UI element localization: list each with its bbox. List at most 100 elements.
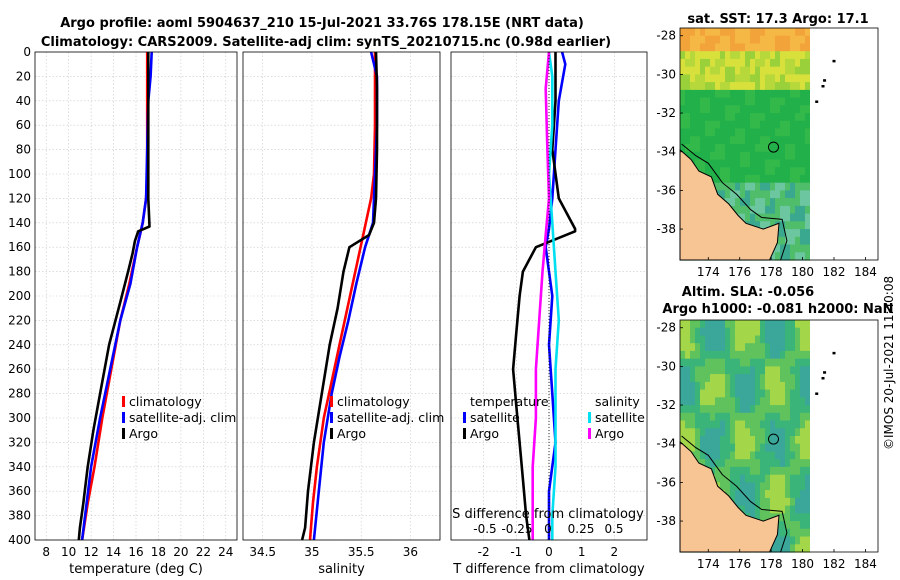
x-tick-label: -2 <box>478 545 490 559</box>
map-cell <box>775 113 781 122</box>
map-cell <box>750 436 756 445</box>
map-cell <box>705 335 711 344</box>
map-cell <box>725 74 731 83</box>
map-cell <box>760 451 766 460</box>
map-cell <box>745 105 751 114</box>
map-cell <box>680 428 686 437</box>
map-cell <box>680 113 686 122</box>
map-cell <box>805 89 811 99</box>
map-cell <box>780 528 786 538</box>
map-cell <box>780 113 786 122</box>
map-cell <box>685 335 691 344</box>
map-cell <box>745 405 751 414</box>
map-cell <box>755 174 761 184</box>
map-cell <box>800 374 806 383</box>
map-cell <box>780 82 786 91</box>
x-tick-label: 8 <box>42 545 50 559</box>
map-cell <box>680 381 686 391</box>
map-cell <box>725 420 731 429</box>
map-cell <box>755 120 761 130</box>
map-cell <box>710 120 716 130</box>
map-cell <box>765 221 771 230</box>
map-cell <box>740 412 746 422</box>
x-tick-label: 20 <box>173 545 188 559</box>
map-cell <box>780 120 786 130</box>
map-cell <box>805 82 811 91</box>
map-cell <box>795 74 801 83</box>
map-cell <box>760 358 766 367</box>
map-cell <box>685 120 691 130</box>
map-cell <box>775 174 781 184</box>
map-cell <box>755 97 761 106</box>
legend-label: Argo <box>129 426 158 441</box>
temperature-legend: climatology satellite-adj. clim Argo <box>122 394 236 441</box>
map-cell <box>760 89 766 99</box>
map-cell <box>685 51 691 60</box>
map-cell <box>710 113 716 122</box>
map-cell <box>730 120 736 130</box>
axes-frame <box>34 51 238 541</box>
map-cell <box>685 350 691 360</box>
map-cell <box>765 205 771 215</box>
map-cell <box>800 490 806 499</box>
map-cell <box>740 198 746 207</box>
map-cell <box>785 151 791 160</box>
map-cell <box>780 167 786 176</box>
map-cell <box>695 397 701 406</box>
lat-tick-label: -36 <box>656 183 676 197</box>
map-cell <box>730 405 736 414</box>
map-cell <box>780 381 786 391</box>
map-cell <box>695 451 701 460</box>
lon-tick-label: 174 <box>697 265 720 279</box>
y-tick-label: 220 <box>8 313 31 327</box>
map-cell <box>750 451 756 460</box>
map-cell <box>770 436 776 445</box>
map-cell <box>690 28 696 37</box>
map-cell <box>715 451 721 460</box>
map-cell <box>790 374 796 383</box>
map-cell <box>750 490 756 499</box>
map-cell <box>700 82 706 91</box>
map-cell <box>805 128 811 137</box>
map-cell <box>790 198 796 207</box>
map-cell <box>735 66 741 75</box>
map-cell <box>780 190 786 199</box>
map-cell <box>690 420 696 429</box>
map-cell <box>765 428 771 437</box>
map-cell <box>730 58 736 68</box>
lon-tick-label: 180 <box>791 265 814 279</box>
map-cell <box>685 128 691 137</box>
depth-contour <box>681 143 788 261</box>
map-cell <box>715 105 721 114</box>
map-cell <box>775 244 781 253</box>
map-cell <box>760 513 766 522</box>
map-cell <box>765 144 771 153</box>
legend-swatch-climatology <box>330 396 333 407</box>
map-cell <box>690 335 696 344</box>
map-cell <box>760 466 766 476</box>
map-cell <box>760 397 766 406</box>
axes-frame <box>242 51 441 541</box>
map-cell <box>720 89 726 99</box>
x-tick-label: 1 <box>578 545 586 559</box>
salinity-panel: 34.5 35 35.5 36 salinity <box>242 51 441 577</box>
x-tick-label: 36 <box>403 545 418 559</box>
map-cell <box>720 82 726 91</box>
map-cell <box>800 428 806 437</box>
map-cell <box>720 136 726 145</box>
map-cell <box>720 58 726 68</box>
map-cell <box>780 66 786 75</box>
map-cell <box>735 151 741 160</box>
map-cell <box>705 43 711 52</box>
y-tick-label: 320 <box>8 435 31 449</box>
map-cell <box>755 105 761 114</box>
map-cell <box>685 144 691 153</box>
map-cell <box>700 451 706 460</box>
map-cell <box>755 343 761 352</box>
map-cell <box>770 366 776 375</box>
map-cell <box>705 151 711 160</box>
map-cell <box>785 128 791 137</box>
map-cell <box>715 474 721 483</box>
map-cell <box>785 544 791 553</box>
map-cell <box>770 136 776 145</box>
